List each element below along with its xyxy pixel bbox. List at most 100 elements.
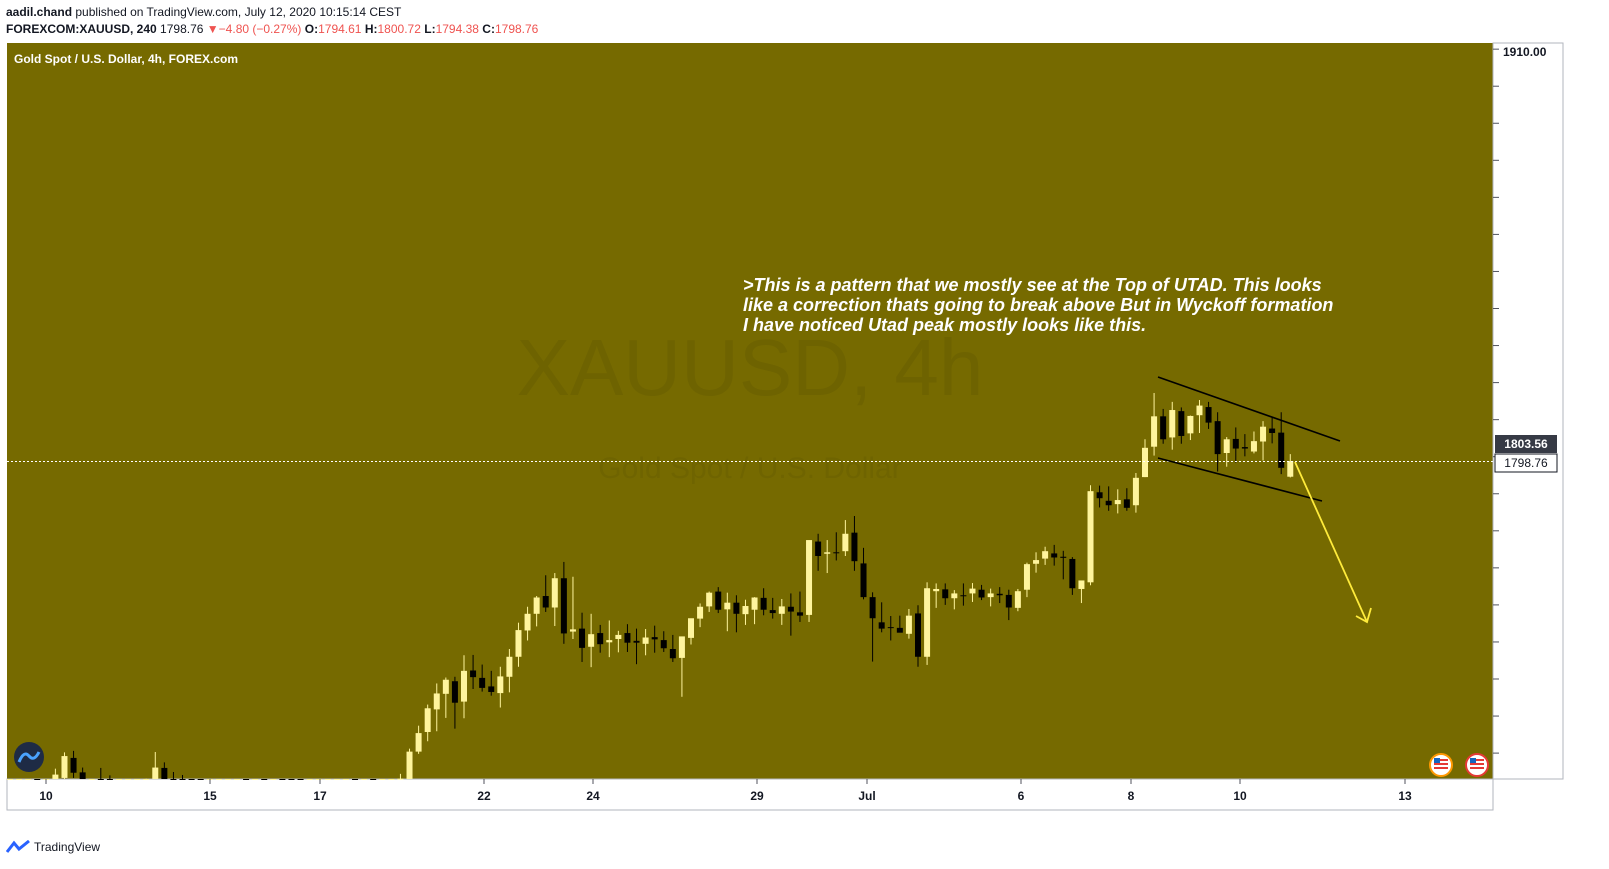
price-axis[interactable] — [1492, 42, 1564, 780]
annotation-line-2[interactable]: like a correction thats going to break a… — [743, 295, 1333, 315]
candle-up[interactable] — [1250, 441, 1257, 452]
candle-up[interactable] — [306, 779, 313, 780]
candle-down[interactable] — [624, 633, 631, 643]
candle-down[interactable] — [370, 779, 377, 780]
candle-up[interactable] — [533, 597, 540, 614]
candle-up[interactable] — [969, 588, 976, 594]
candle-up[interactable] — [1132, 477, 1139, 506]
candle-down[interactable] — [352, 779, 359, 780]
candle-down[interactable] — [1096, 492, 1103, 499]
candle-down[interactable] — [1123, 499, 1130, 508]
footer-brand[interactable]: TradingView — [34, 840, 101, 854]
candle-up[interactable] — [615, 634, 622, 639]
candle-up[interactable] — [724, 602, 731, 610]
candle-up[interactable] — [61, 756, 68, 778]
candle-down[interactable] — [79, 772, 86, 779]
candle-up[interactable] — [215, 779, 222, 780]
candle-up[interactable] — [25, 779, 32, 780]
candle-up[interactable] — [706, 592, 713, 607]
candle-up[interactable] — [1033, 560, 1040, 564]
candle-up[interactable] — [778, 606, 785, 614]
candle-up[interactable] — [1260, 426, 1267, 442]
candle-down[interactable] — [760, 597, 767, 610]
candle-down[interactable] — [887, 627, 894, 629]
candle-down[interactable] — [1214, 421, 1221, 455]
candle-down[interactable] — [1060, 556, 1067, 558]
candle-up[interactable] — [524, 613, 531, 631]
candle-down[interactable] — [1269, 428, 1276, 433]
candle-up[interactable] — [987, 593, 994, 598]
candle-down[interactable] — [179, 779, 186, 780]
candle-down[interactable] — [1278, 432, 1285, 468]
candle-down[interactable] — [1005, 594, 1012, 608]
candle-down[interactable] — [787, 606, 794, 612]
us-flag-icon[interactable] — [1465, 753, 1489, 777]
candle-up[interactable] — [506, 656, 513, 677]
candle-up[interactable] — [397, 778, 404, 780]
candle-up[interactable] — [1042, 551, 1049, 559]
candle-up[interactable] — [461, 670, 467, 702]
candle-down[interactable] — [1105, 500, 1112, 506]
candle-up[interactable] — [442, 679, 449, 694]
candle-up[interactable] — [551, 578, 558, 608]
candle-down[interactable] — [297, 779, 304, 780]
candle-down[interactable] — [1069, 558, 1076, 589]
candle-up[interactable] — [606, 640, 613, 643]
candle-down[interactable] — [1178, 411, 1185, 436]
candle-down[interactable] — [1205, 407, 1212, 423]
candle-up[interactable] — [1169, 410, 1176, 438]
candle-down[interactable] — [815, 541, 822, 556]
candle-down[interactable] — [161, 767, 168, 779]
candle-up[interactable] — [1287, 461, 1294, 477]
candle-down[interactable] — [1160, 416, 1167, 440]
candle-down[interactable] — [769, 610, 776, 614]
candle-down[interactable] — [243, 779, 250, 780]
candle-up[interactable] — [134, 779, 141, 780]
candle-up[interactable] — [415, 733, 422, 752]
candle-down[interactable] — [1241, 447, 1248, 449]
candle-up[interactable] — [1187, 415, 1194, 434]
candle-up[interactable] — [115, 779, 122, 780]
candle-up[interactable] — [324, 779, 331, 780]
candle-up[interactable] — [688, 618, 694, 638]
candle-down[interactable] — [597, 633, 604, 645]
candle-down[interactable] — [197, 779, 204, 780]
candle-down[interactable] — [97, 779, 104, 780]
candle-down[interactable] — [660, 640, 667, 649]
candle-up[interactable] — [333, 779, 340, 780]
candle-up[interactable] — [252, 779, 259, 780]
candle-up[interactable] — [515, 630, 522, 657]
candle-up[interactable] — [678, 636, 685, 658]
candle-up[interactable] — [388, 779, 395, 780]
candle-down[interactable] — [279, 779, 286, 780]
candle-up[interactable] — [924, 588, 931, 657]
candle-up[interactable] — [933, 588, 940, 592]
candle-up[interactable] — [806, 540, 813, 615]
candle-down[interactable] — [288, 779, 295, 780]
candle-up[interactable] — [270, 779, 277, 780]
author-name[interactable]: aadil.chand — [6, 5, 73, 19]
time-axis[interactable] — [6, 778, 1494, 811]
candle-down[interactable] — [70, 757, 77, 773]
us-flag-icon[interactable] — [1429, 753, 1453, 777]
candle-up[interactable] — [1014, 591, 1021, 608]
candle-down[interactable] — [915, 613, 921, 657]
candle-down[interactable] — [996, 593, 1003, 596]
candle-up[interactable] — [1142, 447, 1148, 478]
candle-up[interactable] — [342, 779, 349, 780]
candle-up[interactable] — [379, 779, 386, 780]
annotation-line-1[interactable]: >This is a pattern that we mostly see at… — [743, 275, 1322, 295]
candle-up[interactable] — [1151, 416, 1158, 447]
candle-up[interactable] — [125, 779, 132, 780]
candle-up[interactable] — [742, 606, 749, 615]
candle-up[interactable] — [315, 779, 322, 780]
candle-down[interactable] — [669, 648, 676, 659]
channel-lower-line[interactable] — [1157, 457, 1323, 502]
candle-up[interactable] — [1114, 500, 1121, 505]
candle-down[interactable] — [733, 602, 740, 614]
candle-up[interactable] — [7, 779, 13, 780]
candle-down[interactable] — [34, 779, 41, 780]
candle-up[interactable] — [905, 615, 912, 634]
candle-down[interactable] — [942, 589, 949, 599]
